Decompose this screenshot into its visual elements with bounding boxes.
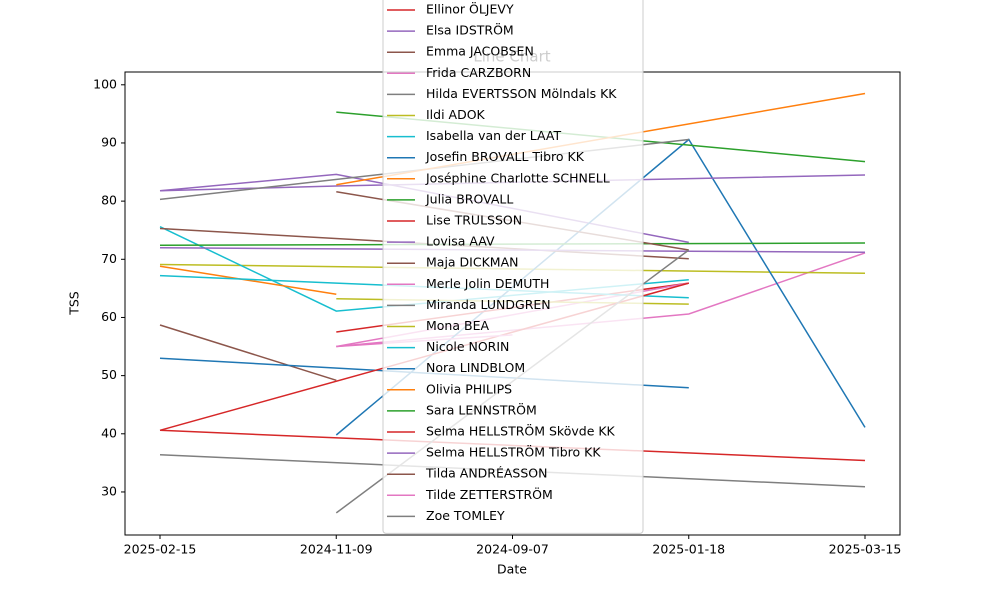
legend-label: Miranda LUNDGREN: [426, 297, 551, 312]
legend-label: Mona BEA: [426, 318, 489, 333]
legend-label: Joséphine Charlotte SCHNELL: [425, 170, 610, 185]
legend-label: Frida CARZBORN: [426, 65, 531, 80]
y-tick-label: 80: [101, 193, 117, 208]
series-line: [159, 174, 866, 192]
y-tick-label: 60: [101, 309, 117, 324]
y-tick-label: 50: [101, 367, 117, 382]
legend-label: Ildi ADOK: [426, 107, 486, 122]
legend-label: Nora LINDBLOM: [426, 360, 525, 375]
legend-label: Tilde ZETTERSTRÖM: [425, 486, 553, 502]
legend-label: Lise TRULSSON: [426, 213, 522, 228]
y-tick-label: 90: [101, 134, 117, 149]
y-axis-label: TSS: [67, 291, 82, 316]
x-tick-label: 2025-02-15: [124, 542, 197, 557]
legend-label: Zoe TOMLEY: [426, 508, 505, 523]
x-tick-label: 2025-01-18: [652, 542, 725, 557]
legend-label: Tilda ANDRÉASSON: [425, 466, 547, 481]
legend-label: Isabella van der LAAT: [426, 128, 561, 143]
x-tick-label: 2024-11-09: [300, 542, 373, 557]
legend-label: Nicole NORIN: [426, 339, 509, 354]
x-tick-label: 2024-09-07: [476, 542, 549, 557]
legend-label: Maja DICKMAN: [426, 255, 518, 270]
legend-label: Lovisa AAV: [426, 234, 495, 249]
y-tick-label: 70: [101, 251, 117, 266]
legend-label: Sara LENNSTRÖM: [426, 401, 537, 417]
legend-label: Hilda EVERTSSON Mölndals KK: [426, 86, 617, 101]
legend-label: Josefin BROVALL Tibro KK: [425, 149, 585, 164]
legend-label: Selma HELLSTRÖM Tibro KK: [426, 444, 601, 460]
legend-label: Elsa IDSTRÖM: [426, 22, 514, 38]
series-line: [159, 324, 337, 382]
y-tick-label: 100: [93, 76, 117, 91]
legend-label: Emma JACOBSEN: [426, 44, 534, 59]
y-tick-label: 30: [101, 483, 117, 498]
legend-label: Julia BROVALL: [425, 191, 513, 206]
legend-label: Selma HELLSTRÖM Skövde KK: [426, 423, 616, 439]
series-line: [159, 265, 337, 295]
series-line: [159, 246, 866, 254]
legend-box: [382, 0, 644, 534]
legend-label: Olivia PHILIPS: [426, 381, 512, 396]
legend-label: Merle Jolin DEMUTH: [426, 276, 549, 291]
x-axis-label: Date: [497, 562, 527, 577]
y-tick-label: 40: [101, 425, 117, 440]
x-tick-label: 2025-03-15: [829, 542, 902, 557]
legend: Ellinor ÖLJEVY Elsa IDSTRÖM Emma JACOBSEN F…: [382, 0, 644, 534]
legend-label: Ellinor ÖLJEVY: [426, 1, 514, 17]
